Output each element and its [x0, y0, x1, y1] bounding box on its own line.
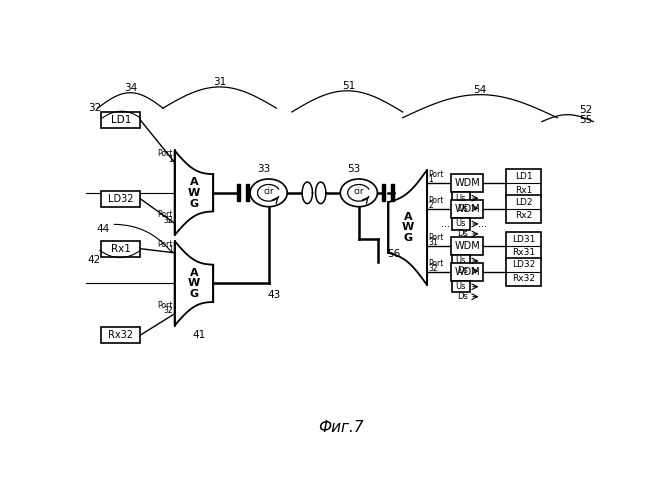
FancyBboxPatch shape: [506, 232, 541, 260]
Text: Port: Port: [158, 301, 173, 310]
Bar: [391, 184, 394, 202]
Text: 55: 55: [579, 114, 593, 124]
Text: Rx1: Rx1: [515, 186, 533, 194]
Text: ...: ...: [441, 218, 450, 228]
FancyBboxPatch shape: [451, 236, 483, 255]
Text: 56: 56: [387, 250, 400, 260]
Text: 31: 31: [213, 77, 226, 87]
Text: Port: Port: [158, 240, 173, 249]
Text: LD2: LD2: [515, 198, 533, 206]
Text: Ds: Ds: [457, 266, 468, 276]
FancyBboxPatch shape: [452, 218, 470, 230]
Bar: [382, 184, 385, 202]
Bar: [246, 184, 249, 202]
Text: 32: 32: [164, 216, 173, 224]
Text: 52: 52: [579, 105, 593, 115]
Circle shape: [340, 179, 378, 206]
Text: Us: Us: [456, 220, 466, 228]
Text: Rx2: Rx2: [515, 212, 533, 220]
Polygon shape: [388, 170, 427, 285]
Text: LD32: LD32: [108, 194, 134, 203]
Text: 54: 54: [473, 84, 487, 94]
Text: 1: 1: [168, 155, 173, 164]
Circle shape: [250, 179, 287, 206]
Text: Rx32: Rx32: [108, 330, 133, 340]
Text: A
W
G: A W G: [188, 268, 200, 299]
Text: Us: Us: [456, 282, 466, 291]
FancyBboxPatch shape: [451, 262, 483, 281]
Text: WDM: WDM: [454, 241, 480, 251]
Polygon shape: [175, 241, 213, 326]
FancyBboxPatch shape: [451, 174, 483, 193]
Text: Ds: Ds: [457, 292, 468, 301]
Text: 51: 51: [342, 81, 355, 91]
Text: 33: 33: [257, 164, 270, 174]
Polygon shape: [175, 150, 213, 235]
Text: 1: 1: [168, 245, 173, 254]
Text: Фиг.7: Фиг.7: [318, 420, 364, 435]
FancyBboxPatch shape: [451, 200, 483, 218]
Text: WDM: WDM: [454, 204, 480, 214]
FancyBboxPatch shape: [452, 281, 470, 292]
Text: cir: cir: [263, 187, 274, 196]
FancyBboxPatch shape: [506, 195, 541, 223]
Text: LD1: LD1: [515, 172, 533, 181]
FancyBboxPatch shape: [452, 255, 470, 266]
FancyBboxPatch shape: [506, 258, 541, 285]
Bar: [237, 184, 240, 202]
Text: A
W
G: A W G: [402, 212, 414, 244]
Text: A
W
G: A W G: [188, 177, 200, 208]
Text: 32: 32: [88, 103, 101, 113]
FancyBboxPatch shape: [102, 240, 140, 256]
FancyBboxPatch shape: [506, 170, 541, 197]
FancyBboxPatch shape: [452, 192, 470, 204]
Text: LD32: LD32: [512, 260, 535, 270]
Text: 41: 41: [192, 330, 205, 340]
Text: 43: 43: [267, 290, 281, 300]
Text: cir: cir: [354, 187, 364, 196]
Text: 2: 2: [428, 201, 433, 210]
Text: Rx1: Rx1: [111, 244, 131, 254]
Text: Rx32: Rx32: [512, 274, 535, 283]
Text: LD31: LD31: [512, 234, 535, 244]
Text: Port: Port: [428, 170, 444, 179]
FancyBboxPatch shape: [102, 327, 140, 344]
Text: Port: Port: [428, 259, 444, 268]
Text: 34: 34: [124, 82, 137, 92]
Text: Rx31: Rx31: [512, 248, 535, 258]
Text: 1: 1: [428, 175, 433, 184]
Text: 44: 44: [96, 224, 109, 234]
Text: Port: Port: [158, 210, 173, 220]
Text: 32: 32: [428, 264, 438, 273]
Text: 32: 32: [164, 306, 173, 315]
Text: Ds: Ds: [457, 204, 468, 212]
Text: 42: 42: [88, 255, 101, 265]
Text: ...: ...: [88, 186, 99, 196]
Text: ...: ...: [88, 276, 99, 286]
FancyBboxPatch shape: [102, 190, 140, 206]
Text: LD1: LD1: [110, 114, 131, 124]
Text: 53: 53: [347, 164, 360, 174]
Text: Port: Port: [158, 150, 173, 158]
Text: ...: ...: [478, 218, 487, 228]
Text: Us: Us: [456, 194, 466, 202]
Text: Port: Port: [428, 233, 444, 242]
Text: 31: 31: [428, 238, 438, 247]
Text: Port: Port: [428, 196, 444, 205]
FancyBboxPatch shape: [102, 112, 140, 128]
Text: WDM: WDM: [454, 267, 480, 277]
Text: Ds: Ds: [457, 230, 468, 238]
Text: Us: Us: [456, 256, 466, 266]
Text: WDM: WDM: [454, 178, 480, 188]
